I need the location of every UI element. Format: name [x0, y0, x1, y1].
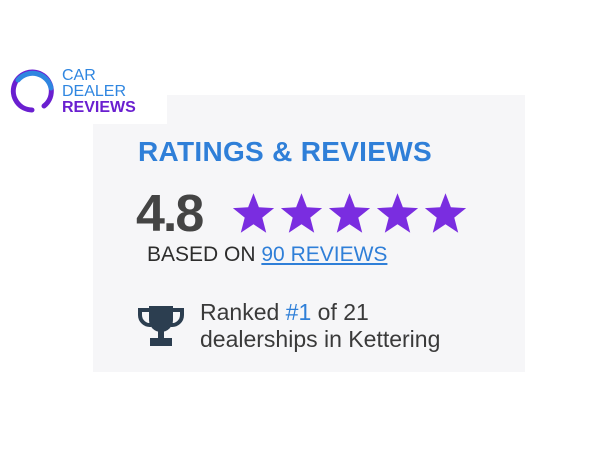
star-icon — [232, 193, 275, 233]
logo-line-3: REVIEWS — [62, 99, 136, 116]
star-icon — [328, 193, 371, 233]
car-dealer-reviews-logo[interactable]: CAR DEALER REVIEWS — [0, 60, 167, 124]
star-icon — [424, 193, 467, 233]
rank-text: Ranked #1 of 21 dealerships in Kettering — [200, 299, 440, 353]
rank-prefix: Ranked — [200, 299, 280, 325]
rating-score: 4.8 — [136, 185, 204, 243]
rank-location: dealerships in Kettering — [200, 326, 441, 352]
logo-text: CAR DEALER REVIEWS — [62, 68, 136, 116]
star-icon — [376, 193, 419, 233]
based-on-label: BASED ON — [147, 243, 256, 266]
star-rating — [232, 192, 467, 234]
logo-line-2: DEALER — [62, 83, 127, 100]
trophy-icon — [137, 306, 185, 346]
based-on-text: BASED ON 90 REVIEWS — [147, 243, 387, 267]
star-icon — [280, 193, 323, 233]
logo-ring-icon — [10, 69, 54, 113]
rank-value: #1 — [285, 299, 312, 325]
rank-suffix: of 21 — [317, 299, 369, 325]
logo-line-1: CAR — [62, 67, 96, 84]
reviews-link[interactable]: 90 REVIEWS — [261, 243, 388, 266]
widget-title: RATINGS & REVIEWS — [138, 136, 432, 167]
